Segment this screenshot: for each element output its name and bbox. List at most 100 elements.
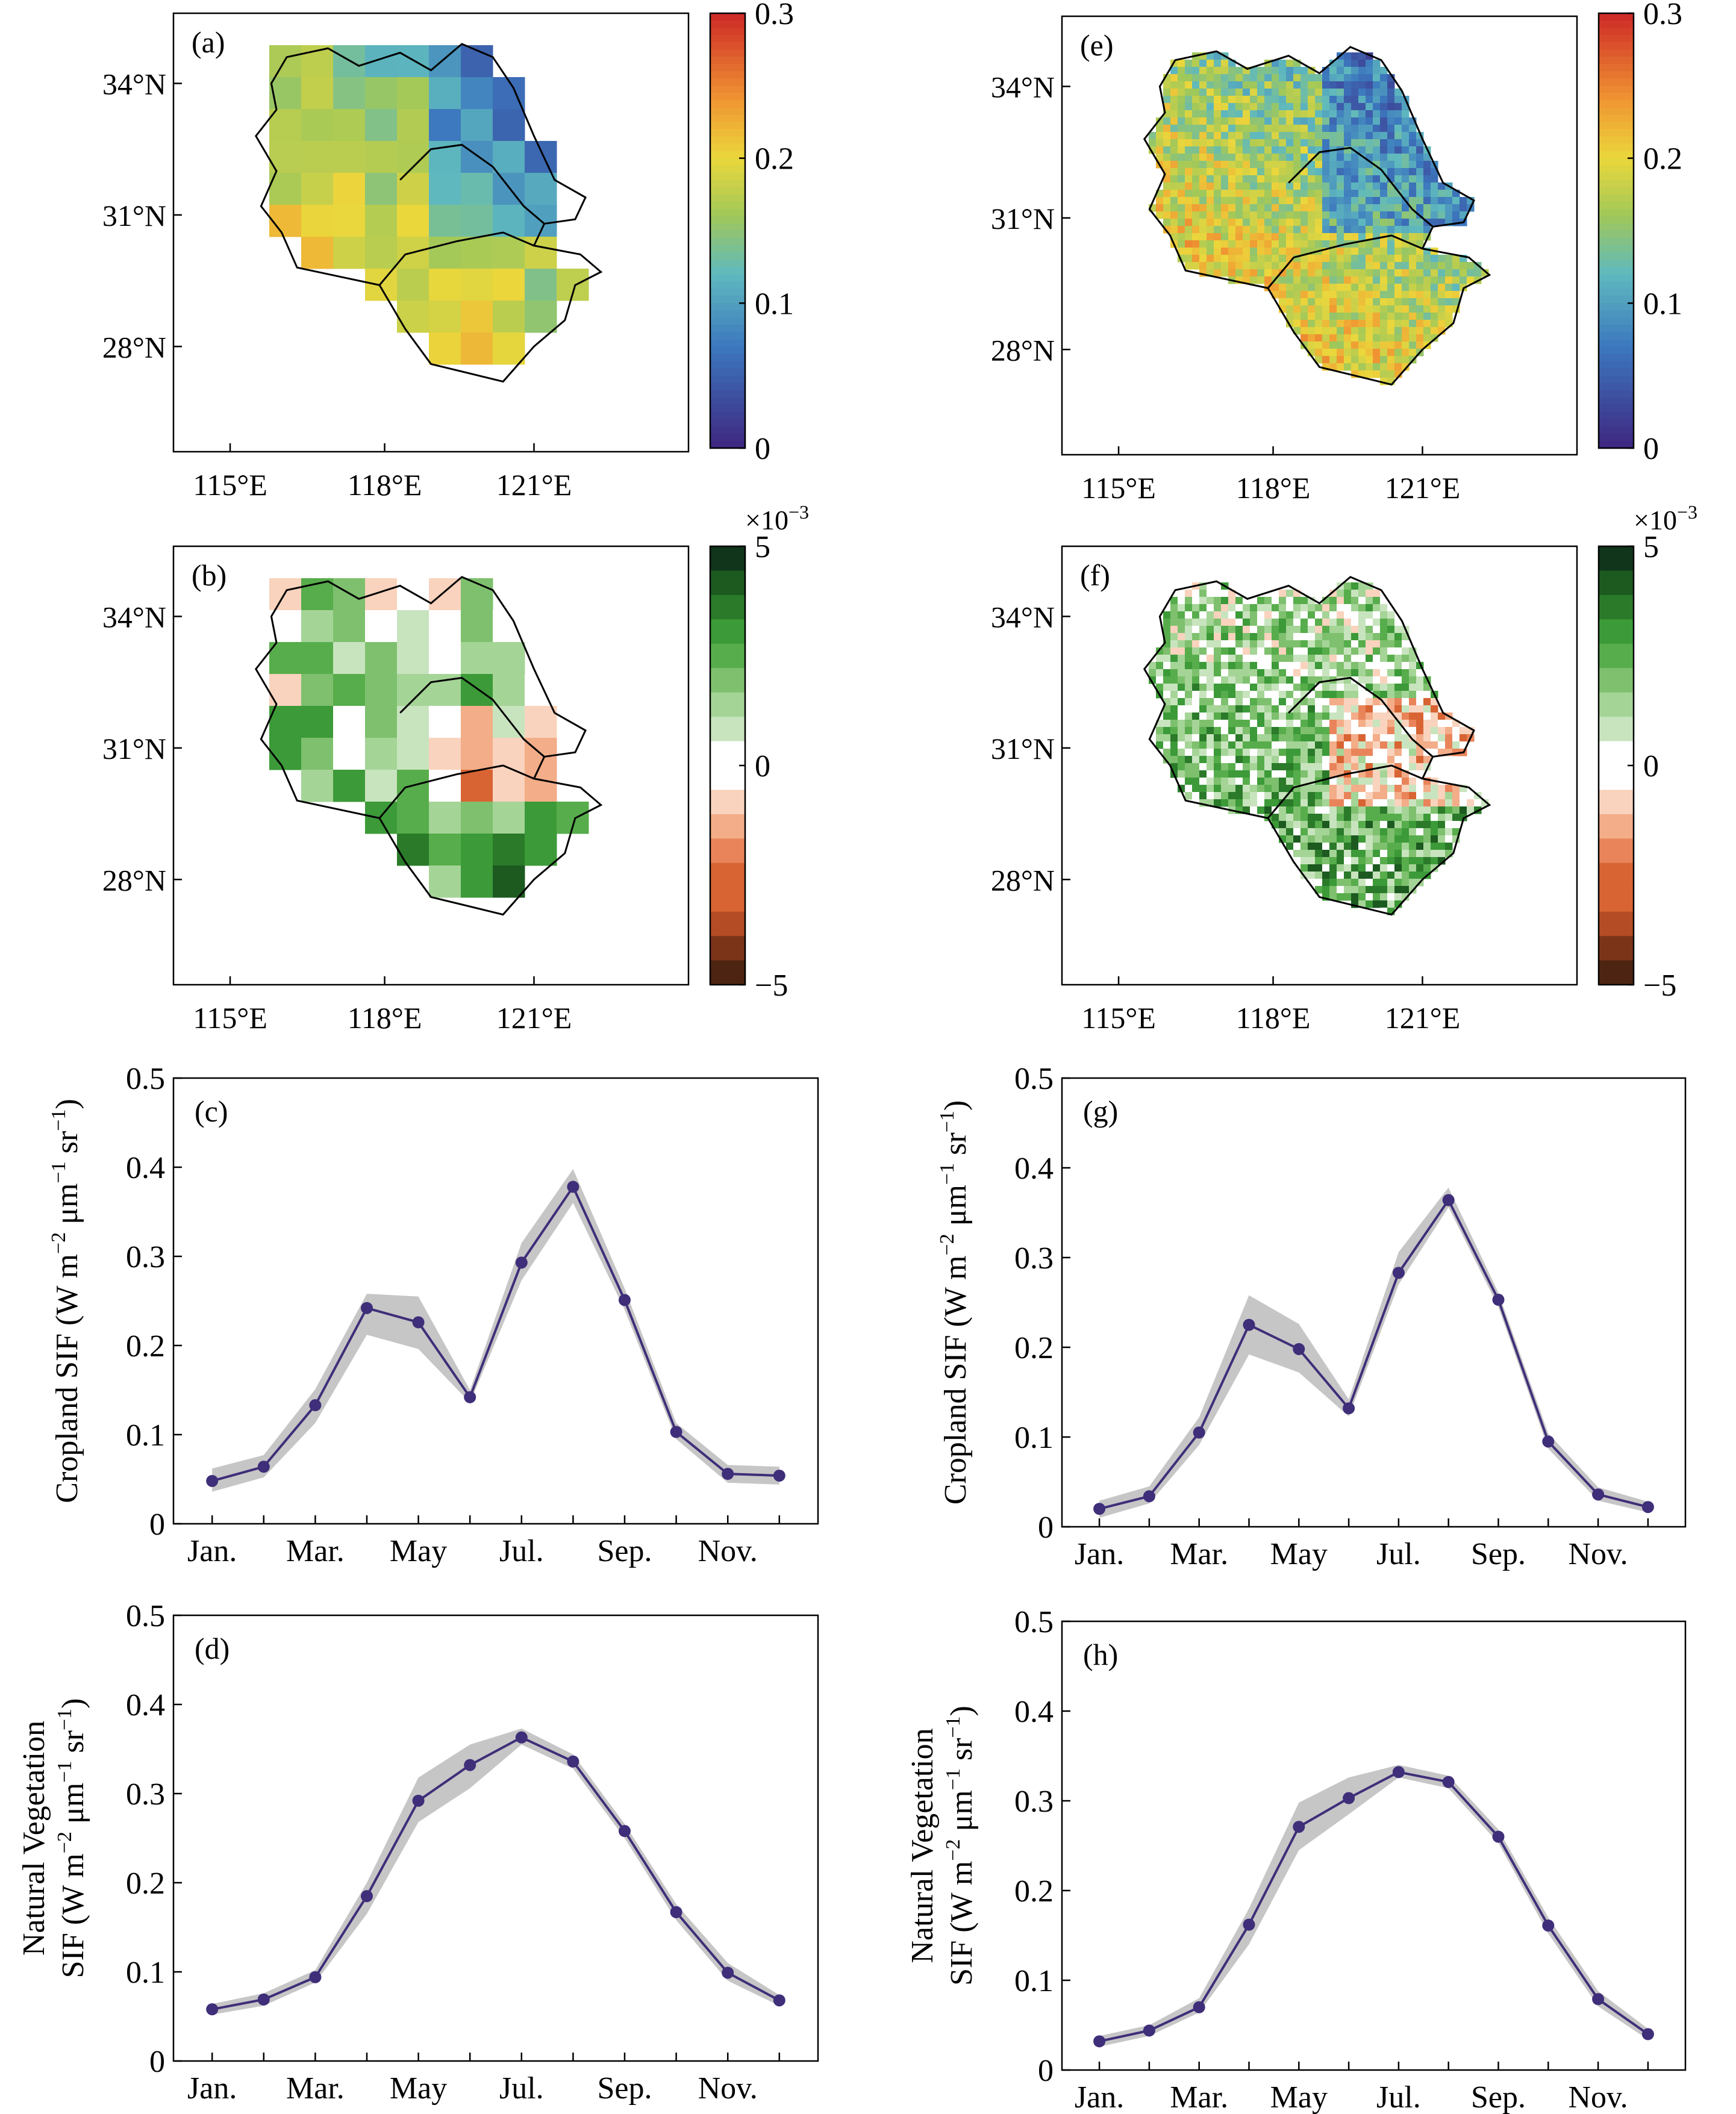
map-cell	[1228, 139, 1236, 147]
colorbar-tick-label: 5	[755, 530, 770, 564]
map-cell	[1366, 806, 1373, 814]
map-cell	[1272, 219, 1279, 226]
colorbar-swatch	[710, 231, 745, 239]
map-cell	[1387, 828, 1395, 836]
map-cell	[1279, 110, 1287, 118]
map-cell	[429, 205, 461, 237]
map-cell	[1293, 626, 1301, 634]
map-cell	[1207, 146, 1214, 154]
map-cell	[1358, 655, 1366, 663]
map-cell	[1445, 741, 1453, 749]
map-cell	[1235, 778, 1243, 785]
map-cell	[1394, 356, 1402, 364]
map-cell	[1452, 197, 1460, 205]
map-cell	[1423, 154, 1431, 161]
map-cell	[1387, 291, 1395, 299]
map-cell	[1250, 175, 1258, 183]
map-cell	[1286, 74, 1294, 82]
map-cell	[1460, 792, 1467, 800]
map-cell	[1300, 262, 1308, 270]
colorbar-swatch	[710, 332, 745, 340]
map-cell	[1286, 843, 1294, 850]
map-cell	[1257, 139, 1265, 147]
map-cell	[1199, 741, 1207, 749]
map-cell	[1394, 843, 1402, 850]
map-cell	[1409, 763, 1417, 771]
map-cell	[1286, 103, 1294, 111]
map-cell	[1423, 255, 1431, 263]
map-cell	[1235, 161, 1243, 169]
map-cell	[1380, 89, 1388, 96]
map-cell	[1344, 154, 1352, 161]
map-cell	[1207, 255, 1214, 263]
map-cell	[1438, 785, 1446, 793]
map-cell	[1185, 219, 1193, 226]
map-cell	[1279, 284, 1287, 292]
map-cell	[1431, 204, 1438, 212]
map-cell	[1380, 871, 1388, 879]
map-cell	[1358, 276, 1366, 284]
map-cell	[1315, 81, 1323, 89]
map-cell	[1416, 835, 1424, 843]
colorbar-swatch	[1599, 643, 1634, 669]
map-cell	[1351, 190, 1359, 198]
map-cell	[1315, 175, 1323, 183]
map-cell	[269, 738, 302, 770]
map-cell	[1344, 175, 1352, 183]
data-point	[1193, 2001, 1205, 2013]
map-cell	[1409, 655, 1417, 663]
map-cell	[1300, 712, 1308, 720]
map-cell	[1351, 785, 1359, 793]
colorbar-swatch	[710, 339, 745, 348]
map-cell	[1423, 684, 1431, 691]
map-cell	[1387, 799, 1395, 807]
map-cell	[1178, 67, 1185, 75]
colorbar-swatch	[710, 49, 745, 57]
map-cell	[1156, 154, 1164, 161]
map-cell	[1402, 291, 1410, 299]
map-cell	[1185, 211, 1193, 219]
map-cell	[1228, 712, 1236, 720]
map-cell	[1178, 110, 1185, 118]
map-cell	[1467, 806, 1475, 814]
map-cell	[1402, 705, 1410, 713]
map-cell	[1387, 233, 1395, 241]
map-cell	[1243, 778, 1250, 785]
map-cell	[1308, 792, 1316, 800]
map-cell	[1178, 161, 1185, 169]
colorbar-swatch	[1599, 426, 1634, 434]
map-cell	[1452, 298, 1460, 306]
map-cell	[1315, 705, 1323, 713]
colorbar-swatch	[1599, 267, 1634, 275]
map-cell	[1185, 96, 1193, 104]
map-cell	[1192, 611, 1200, 619]
map-cell	[1402, 132, 1410, 140]
map-cell	[1185, 698, 1193, 706]
map-cell	[1214, 640, 1222, 648]
map-cell	[1300, 219, 1308, 226]
map-cell	[1315, 110, 1323, 118]
map-cell	[1300, 850, 1308, 858]
map-cell	[1380, 633, 1388, 641]
map-cell	[1243, 197, 1250, 205]
map-cell	[1170, 182, 1178, 190]
map-cell	[1431, 843, 1438, 850]
map-cell	[1409, 211, 1417, 219]
colorbar-swatch	[710, 13, 745, 21]
colorbar-swatch	[710, 668, 745, 693]
map-cell	[1402, 211, 1410, 219]
map-cell	[1344, 749, 1352, 756]
map-cell	[1279, 219, 1287, 226]
map-cell	[1293, 320, 1301, 328]
map-cell	[1322, 821, 1330, 829]
map-cell	[1228, 684, 1236, 691]
map-cell	[1337, 117, 1344, 125]
colorbar-swatch	[710, 179, 745, 188]
map-cell	[429, 802, 461, 834]
map-cell	[1192, 655, 1200, 663]
map-cell	[1293, 799, 1301, 807]
map-cell	[1366, 619, 1373, 626]
map-cell	[1358, 864, 1366, 872]
colorbar-swatch	[1599, 208, 1634, 217]
map-cell	[1192, 676, 1200, 684]
